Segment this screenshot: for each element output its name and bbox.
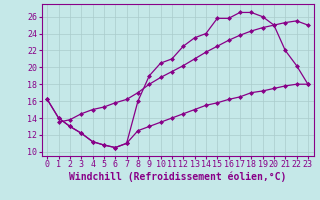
X-axis label: Windchill (Refroidissement éolien,°C): Windchill (Refroidissement éolien,°C) (69, 172, 286, 182)
